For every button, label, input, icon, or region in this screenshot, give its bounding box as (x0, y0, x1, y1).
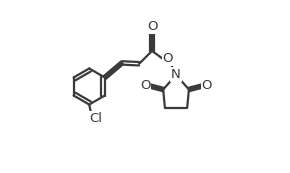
Text: O: O (202, 79, 212, 92)
Text: O: O (163, 52, 173, 65)
Text: N: N (171, 68, 181, 81)
Text: O: O (147, 20, 157, 33)
Text: O: O (140, 79, 151, 92)
Text: Cl: Cl (90, 112, 103, 125)
